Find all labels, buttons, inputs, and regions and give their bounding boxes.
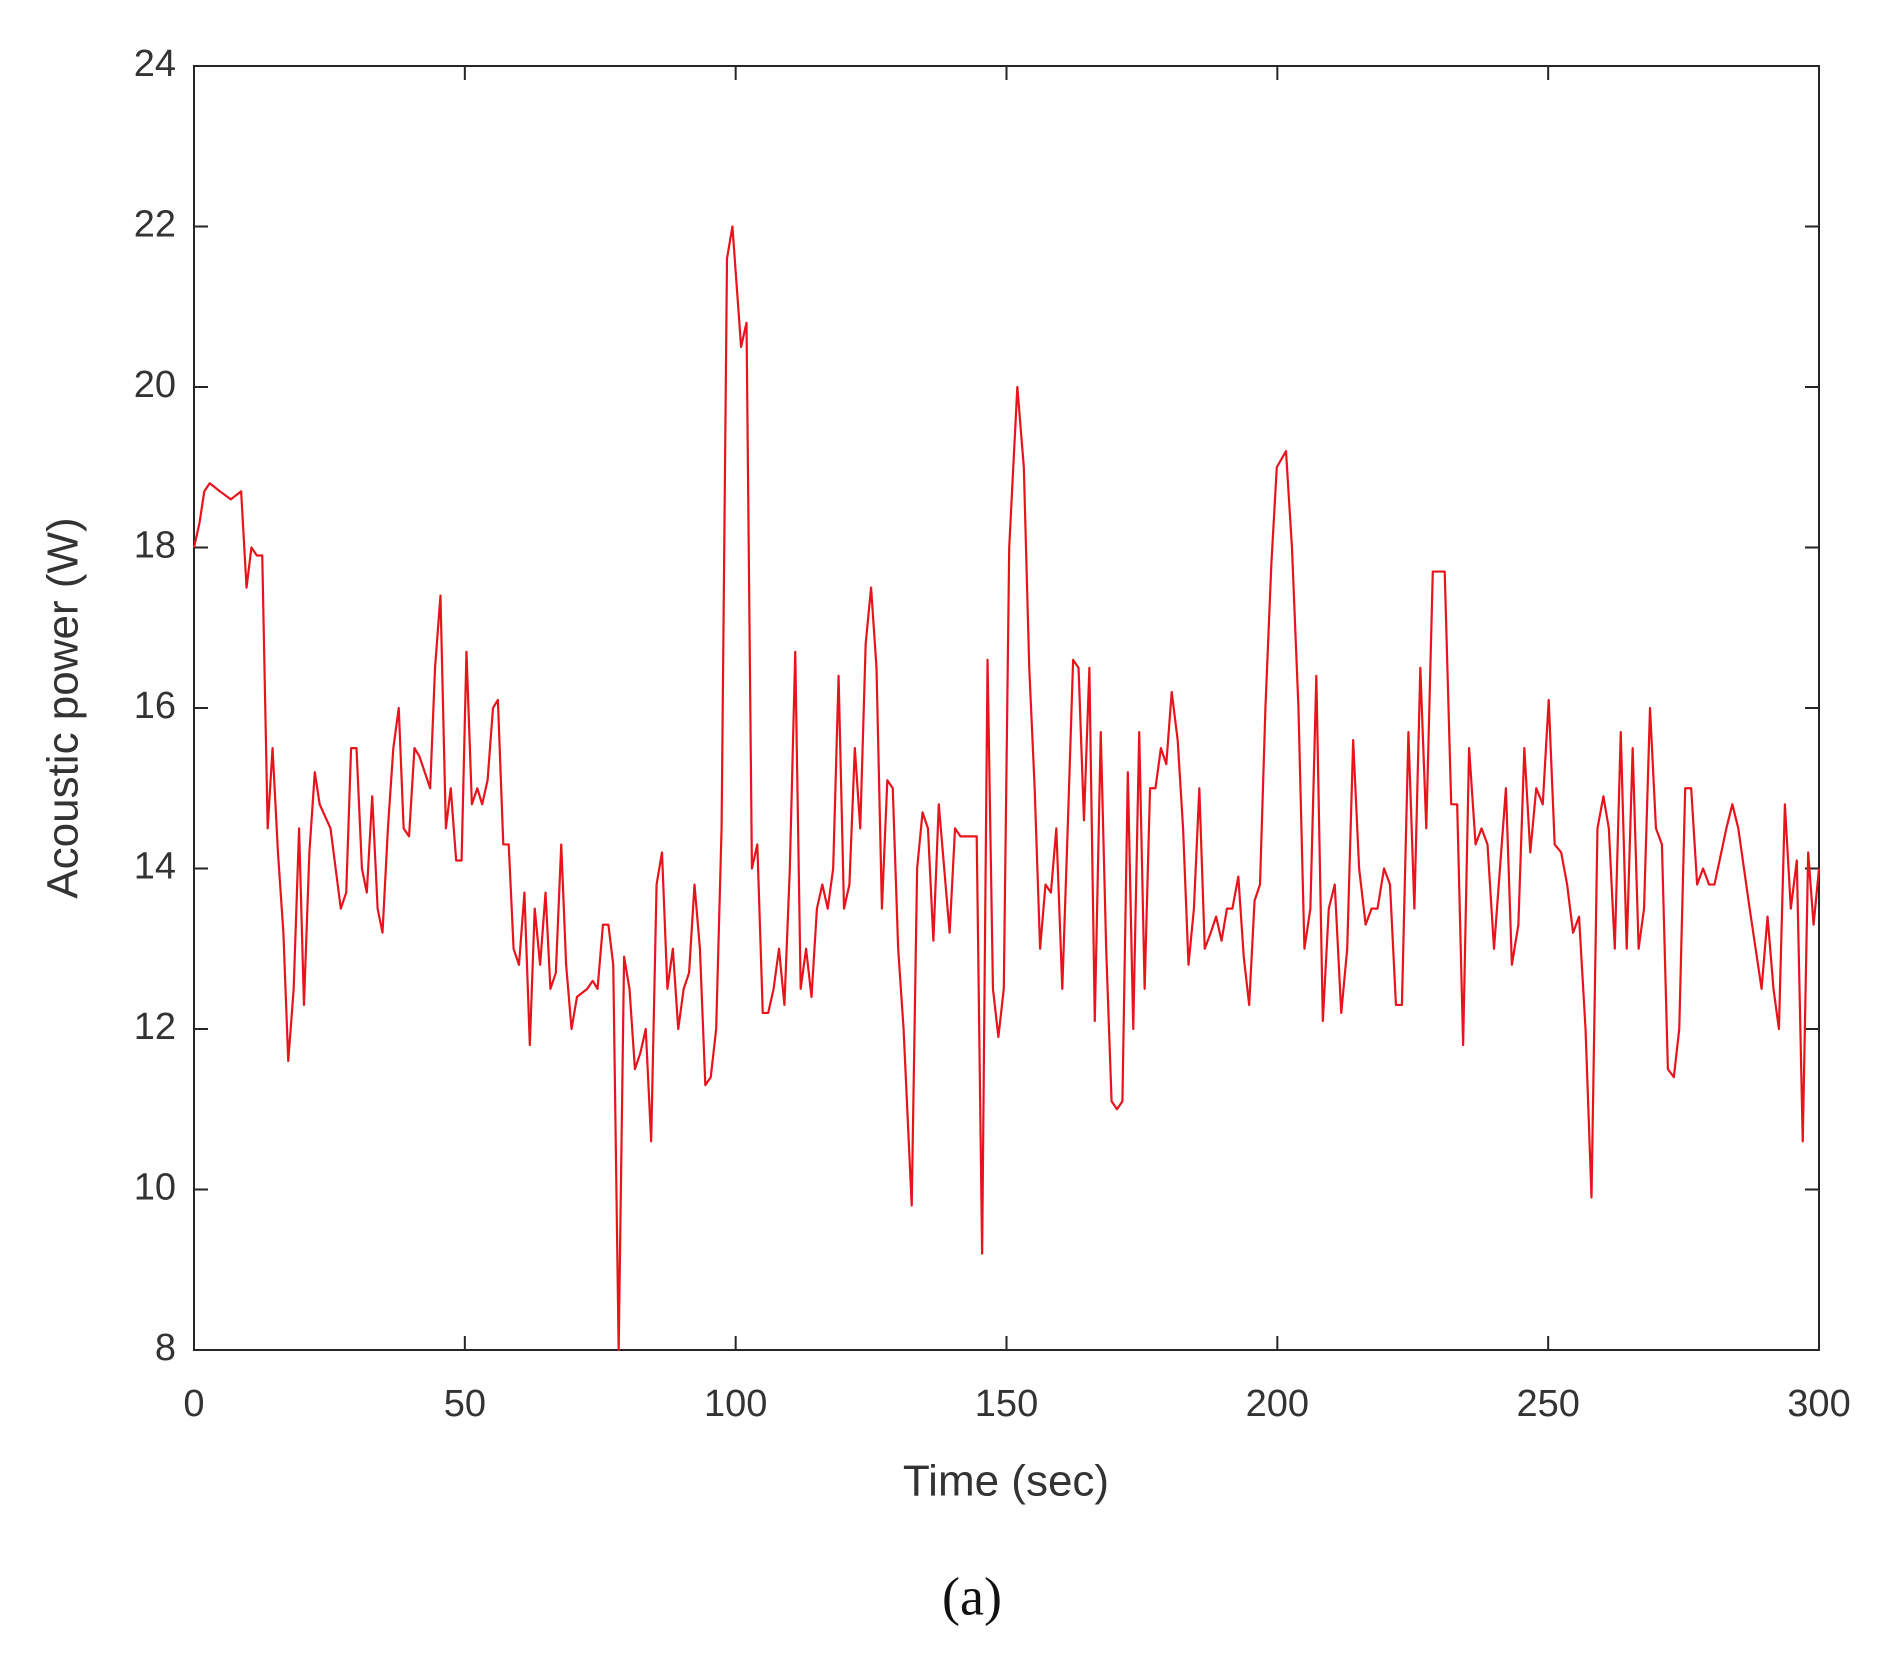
x-tick-label: 0 bbox=[183, 1383, 204, 1425]
x-axis-title: Time (sec) bbox=[903, 1457, 1109, 1506]
x-tick-label: 300 bbox=[1787, 1383, 1850, 1425]
x-tick-label: 250 bbox=[1516, 1383, 1579, 1425]
y-tick-label: 20 bbox=[134, 364, 176, 406]
y-tick-label: 8 bbox=[155, 1327, 176, 1369]
y-tick-label: 16 bbox=[134, 685, 176, 727]
data-line bbox=[192, 225, 1821, 1352]
caption: (a) bbox=[942, 1566, 1002, 1626]
x-tick-label: 100 bbox=[704, 1383, 767, 1425]
y-tick-label: 12 bbox=[134, 1006, 176, 1048]
x-tick-label: 50 bbox=[444, 1383, 486, 1425]
x-tick-label: 150 bbox=[975, 1383, 1038, 1425]
x-tick-label: 200 bbox=[1246, 1383, 1309, 1425]
y-tick-label: 24 bbox=[134, 43, 176, 85]
y-tick-label: 10 bbox=[134, 1167, 176, 1209]
y-axis-title: Acoustic power (W) bbox=[39, 517, 88, 898]
y-tick-label: 18 bbox=[134, 525, 176, 567]
y-tick-label: 22 bbox=[134, 204, 176, 246]
y-tick-label: 14 bbox=[134, 846, 176, 888]
